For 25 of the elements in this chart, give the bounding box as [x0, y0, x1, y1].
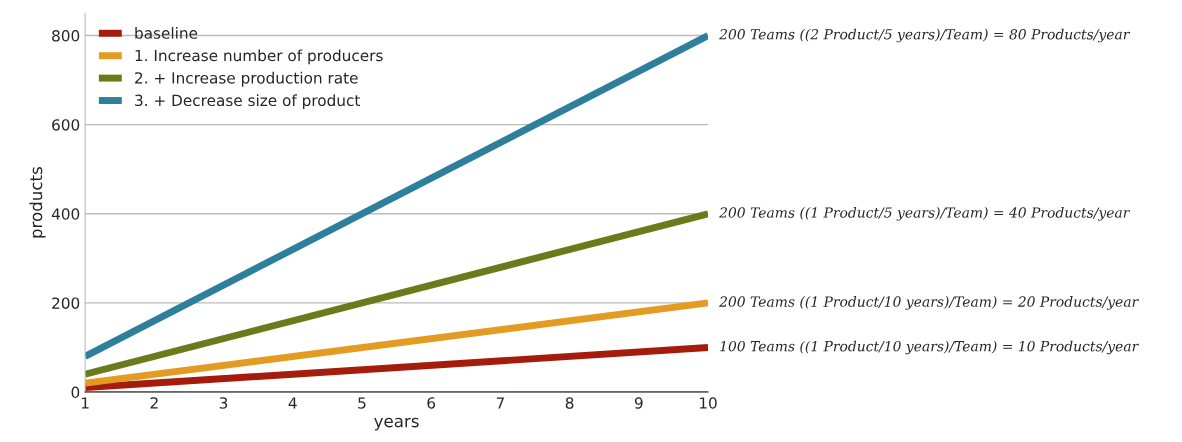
y-tick-label: 400	[51, 208, 80, 220]
x-tick-label: 3	[219, 397, 228, 409]
x-tick-label: 1	[81, 397, 89, 409]
x-tick-label: 9	[634, 397, 643, 409]
y-axis-title: products	[29, 167, 46, 238]
text: 100 Teams ((1 Product/10 years)/Team) = 10 Products/year	[720, 340, 1139, 355]
y-tick-label: 0	[71, 386, 80, 399]
x-tick-label: 5	[358, 397, 366, 409]
text: 200 Teams ((1 Product/5 years)/Team) = 40 Products/year	[719, 206, 1131, 221]
legend-label: 2. + Increase production rate	[135, 71, 358, 87]
x-tick-label: 8	[565, 397, 574, 409]
x-tick-label: 10	[699, 397, 717, 409]
text: 200 Teams ((2 Product/5 years)/Team) = 80 Products/year	[719, 28, 1131, 43]
x-axis-title: years	[374, 417, 419, 431]
x-tick-label: 6	[427, 397, 436, 409]
y-tick-label: 800	[52, 30, 80, 42]
legend-label: 1. Increase number of producers	[135, 49, 383, 65]
x-tick-label: 2	[150, 397, 158, 409]
legend-label: 3. + Decrease size of product	[135, 94, 361, 110]
x-tick-label: 7	[496, 397, 504, 409]
legend-label: baseline	[135, 27, 198, 39]
y-tick-label: 200	[52, 297, 80, 309]
y-tick-label: 600	[52, 119, 80, 131]
text: 200 Teams ((1 Product/10 years)/Team) = 20 Products/year	[719, 296, 1139, 310]
x-tick-label: 4	[288, 397, 297, 409]
